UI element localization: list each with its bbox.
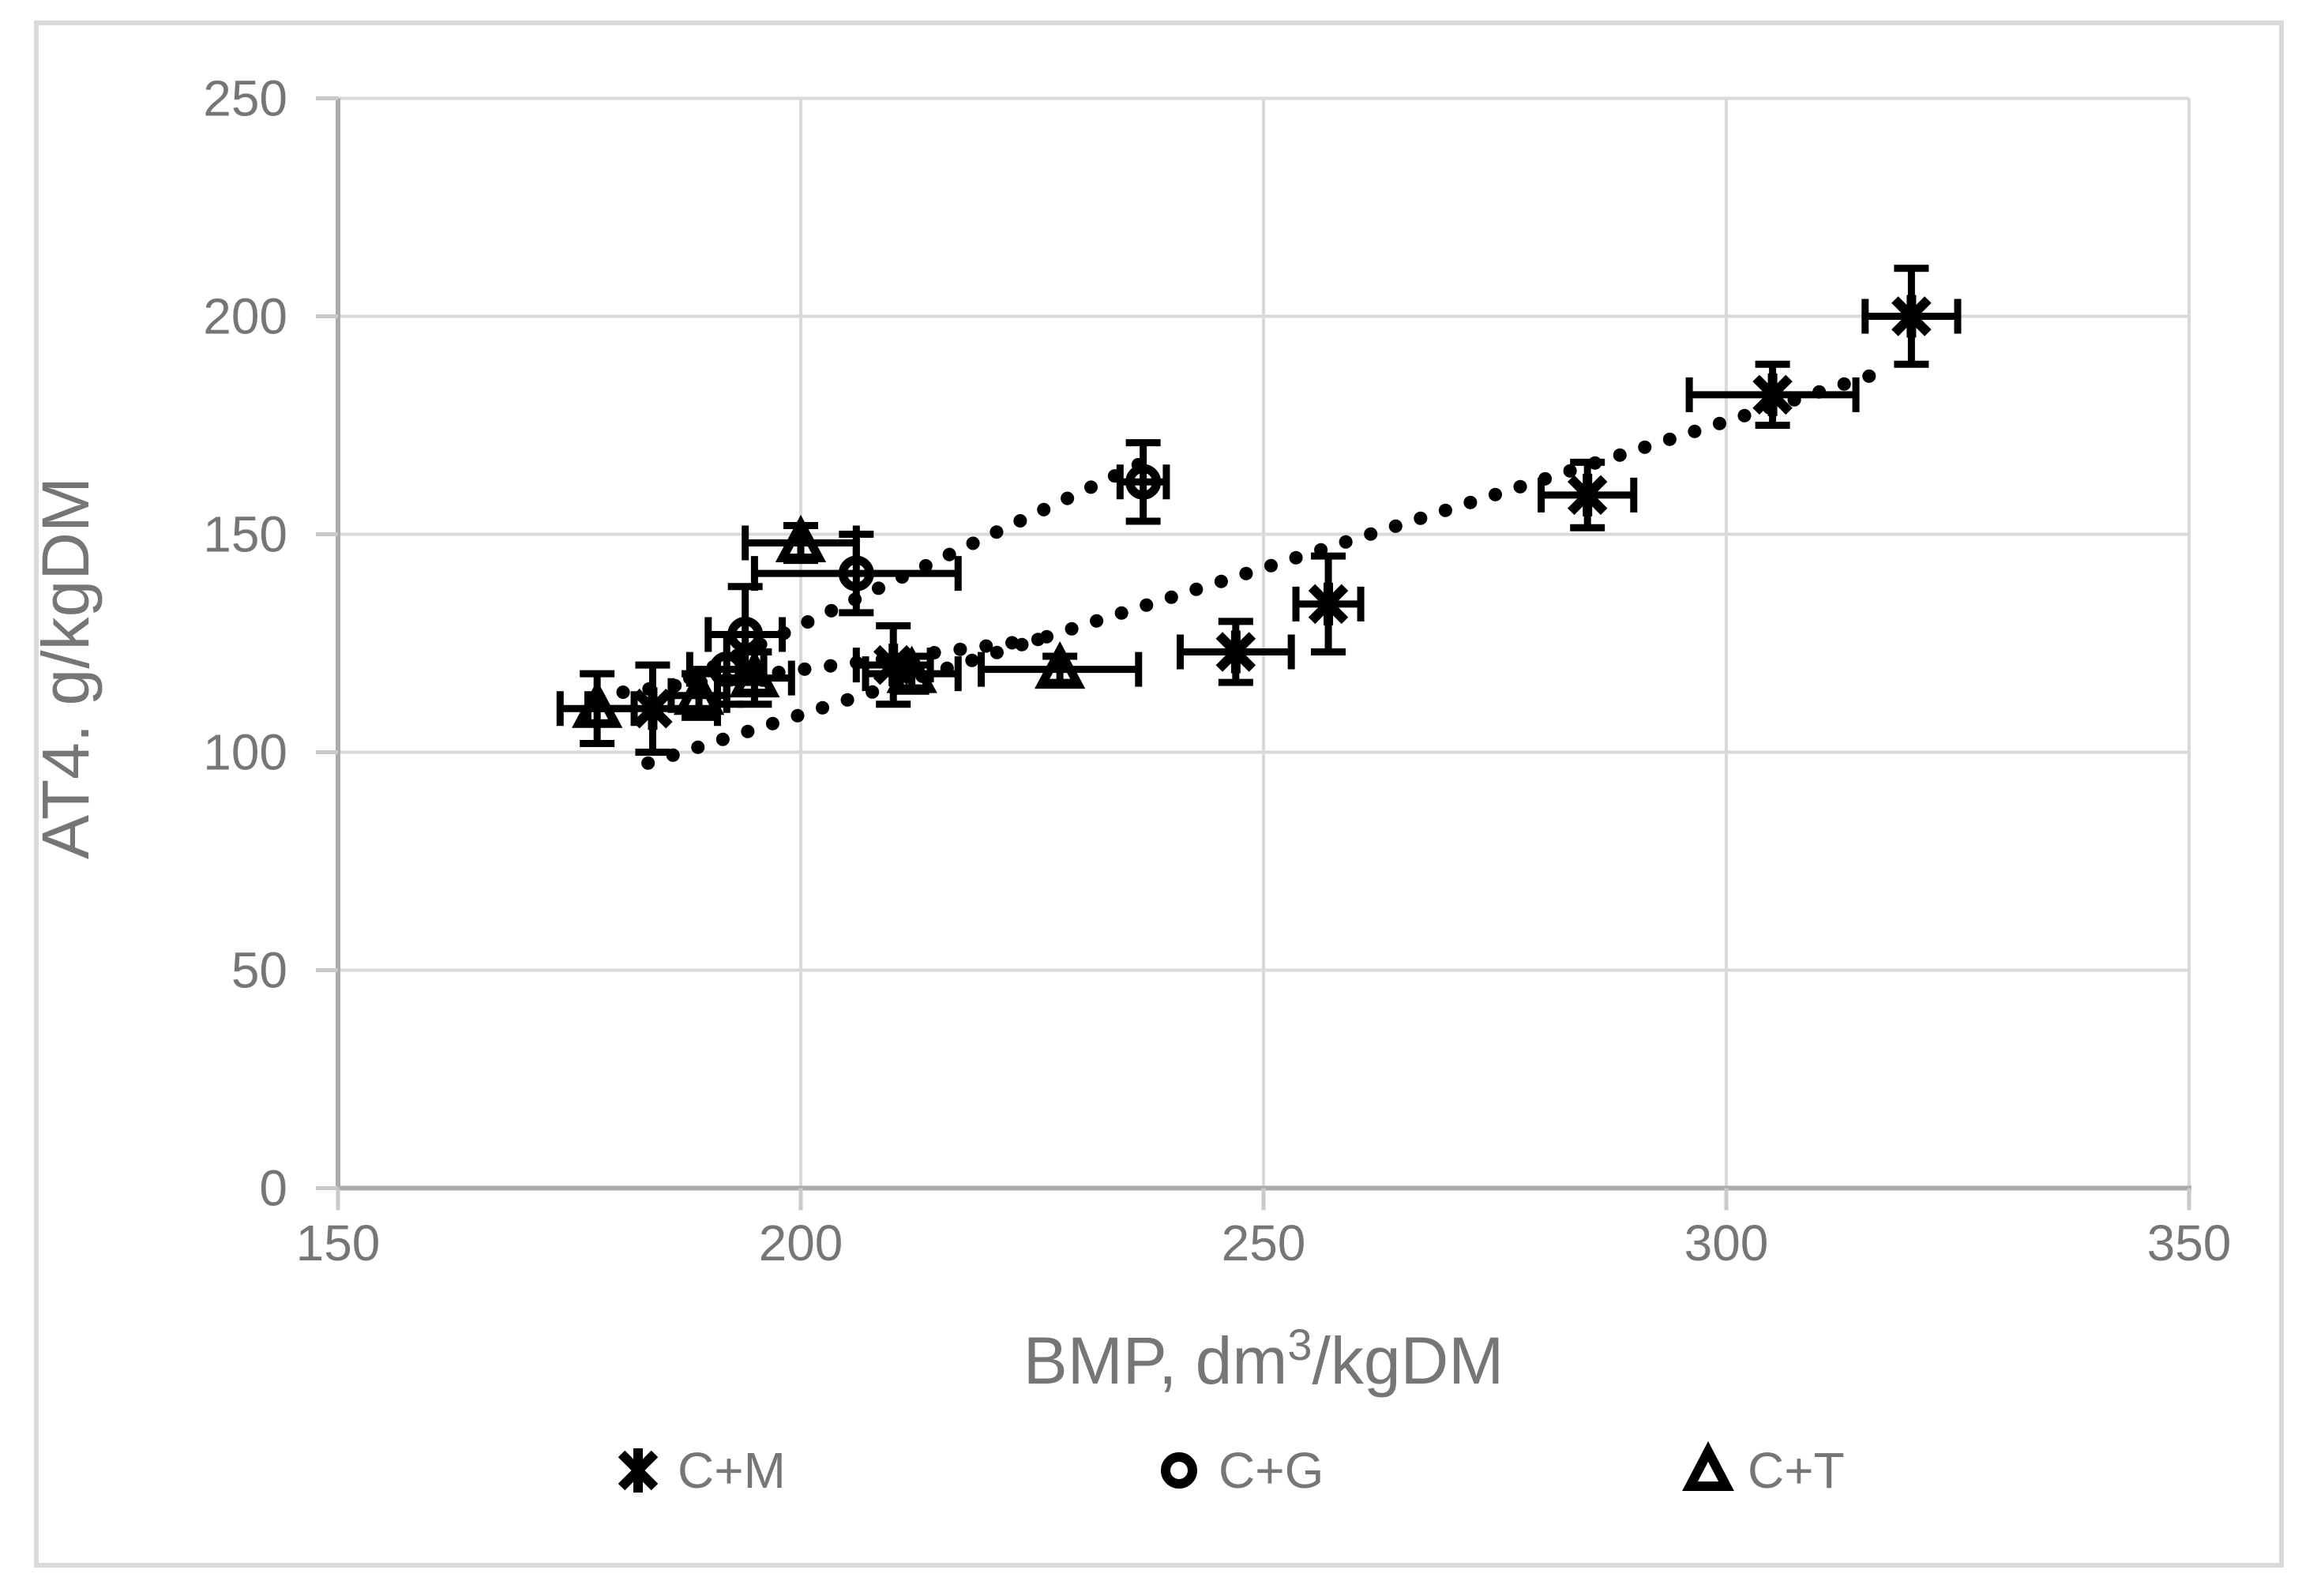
x-tick-label-300: 300 bbox=[1684, 1215, 1769, 1271]
marker-asterisk-C+M bbox=[1891, 295, 1932, 338]
asterisk-marker-icon bbox=[618, 1448, 659, 1493]
marker-triangle-C+T bbox=[1034, 640, 1086, 689]
marker-triangle-C+T bbox=[729, 649, 780, 698]
marker-asterisk-C+M bbox=[1215, 630, 1256, 674]
legend: C+M C+G C+T bbox=[618, 1441, 1845, 1499]
x-tick-label-250: 250 bbox=[1222, 1215, 1306, 1271]
y-axis-title: AT4. g/kgDM bbox=[28, 477, 103, 859]
marker-triangle-C+T bbox=[571, 680, 623, 728]
tick-marks bbox=[316, 96, 2191, 1211]
chart-border bbox=[34, 21, 2284, 1568]
legend-item-ct: C+T bbox=[1682, 1441, 1845, 1499]
marker-circle-C+G bbox=[708, 652, 745, 688]
trendline-C+G bbox=[682, 457, 1146, 685]
marker-circle-C+G bbox=[1125, 464, 1162, 500]
legend-label-cm: C+M bbox=[678, 1442, 786, 1499]
y-tick-label-200: 200 bbox=[203, 288, 287, 345]
marker-triangle-C+T bbox=[886, 645, 937, 693]
trendline-C+T bbox=[590, 629, 1067, 703]
marker-circle-C+G bbox=[727, 616, 764, 652]
gridlines bbox=[338, 96, 2191, 1189]
y-tick-label-250: 250 bbox=[203, 70, 287, 127]
trendlines bbox=[590, 362, 1900, 770]
x-axis-title: BMP, dm3/kgDM bbox=[1023, 1320, 1504, 1398]
x-tick-label-350: 350 bbox=[2147, 1215, 2232, 1271]
marker-circle-C+G bbox=[838, 555, 874, 591]
y-tick-label-50: 50 bbox=[231, 942, 287, 999]
marker-asterisk-C+M bbox=[1567, 473, 1608, 516]
circle-marker-icon bbox=[1161, 1452, 1197, 1489]
legend-label-cg: C+G bbox=[1219, 1442, 1324, 1499]
marker-asterisk-C+M bbox=[1308, 582, 1349, 625]
marker-asterisk-C+M bbox=[633, 687, 673, 730]
legend-item-cm: C+M bbox=[618, 1442, 786, 1499]
x-tick-label-150: 150 bbox=[296, 1215, 381, 1271]
marker-triangle-C+T bbox=[775, 514, 827, 563]
legend-item-cg: C+G bbox=[1161, 1442, 1324, 1499]
y-tick-label-150: 150 bbox=[203, 506, 287, 563]
marker-asterisk-C+M bbox=[1752, 373, 1793, 416]
triangle-marker-icon bbox=[1682, 1441, 1734, 1491]
data-markers bbox=[571, 295, 1932, 730]
trendline-C+M bbox=[641, 362, 1900, 770]
y-tick-label-100: 100 bbox=[203, 724, 287, 781]
y-tick-label-0: 0 bbox=[259, 1160, 287, 1217]
legend-label-ct: C+T bbox=[1748, 1442, 1845, 1499]
x-tick-label-200: 200 bbox=[759, 1215, 843, 1271]
tick-labels: 150 200 250 300 350 0 50 100 150 200 250 bbox=[203, 70, 2231, 1272]
marker-triangle-C+T bbox=[673, 667, 725, 715]
